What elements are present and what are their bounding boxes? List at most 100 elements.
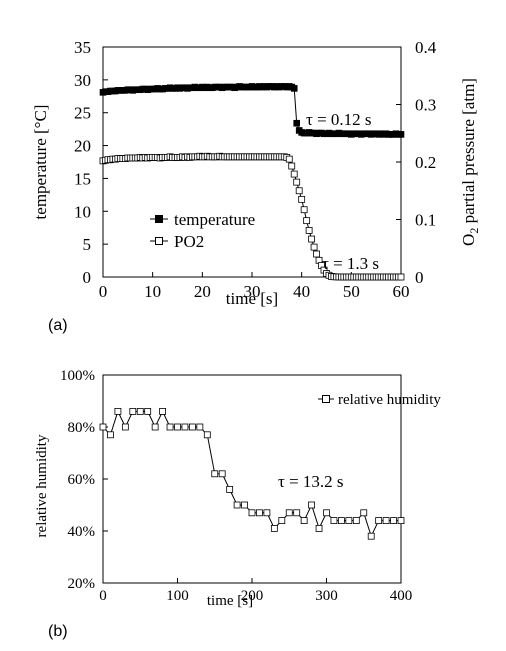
relative-humidity-point: [382, 517, 390, 524]
y-right-tick-label: 0.2: [415, 153, 436, 172]
x-axis-title: time [s]: [226, 289, 278, 308]
y-left-tick-label: 25: [74, 104, 91, 123]
temperature-point: [290, 85, 298, 92]
y-tick-label: 80%: [68, 420, 96, 436]
relative-humidity-point: [263, 509, 271, 517]
relative-humidity-point: [375, 517, 383, 524]
relative-humidity-point: [174, 423, 181, 431]
relative-humidity-point: [159, 407, 167, 415]
y-left-tick-label: 35: [74, 38, 91, 57]
annotation-tau-humidity: τ = 13.2 s: [278, 472, 344, 491]
relative-humidity-point: [293, 509, 301, 517]
y-right-tick-label: 0.1: [415, 211, 436, 230]
relative-humidity-point: [367, 532, 375, 540]
panel-b-chart: 0 100 200 300 400 20%40%60%80%100% time [s] …: [34, 368, 441, 640]
relative-humidity-point: [390, 517, 397, 524]
relative-humidity-point: [114, 407, 122, 415]
x-tick-label: 400: [390, 588, 413, 604]
relative-humidity-point: [345, 517, 353, 524]
panel-a-label: (a): [48, 317, 68, 334]
legend-temperature-marker: [155, 215, 163, 223]
po2-point: [298, 195, 306, 203]
legend-humidity-marker: [322, 395, 330, 403]
temperature-point: [293, 119, 301, 127]
relative-humidity-point: [270, 525, 278, 532]
relative-humidity-point: [218, 470, 226, 478]
x-tick-label: 0: [99, 282, 108, 301]
relative-humidity-point: [121, 423, 129, 431]
x-tick-label: 50: [343, 282, 360, 301]
x-tick-label: 10: [144, 282, 161, 301]
x-tick-label: 20: [194, 282, 211, 301]
relative-humidity-point: [107, 431, 114, 439]
po2-point: [290, 170, 298, 178]
y-left-tick-label: 10: [74, 202, 91, 221]
y-tick-label: 100%: [60, 368, 95, 384]
po2-point: [305, 227, 313, 234]
annotation-tau-temperature: τ = 0.12 s: [306, 110, 372, 129]
x-tick-label: 100: [166, 588, 189, 604]
po2-point: [397, 273, 405, 281]
legend-po2-marker: [155, 237, 163, 245]
po2-point: [288, 162, 296, 170]
relative-humidity-point: [397, 517, 405, 524]
relative-humidity-point: [144, 407, 152, 415]
x-tick-label: 0: [99, 588, 107, 604]
relative-humidity-point: [278, 517, 286, 524]
y-right-tick-label: 0.4: [415, 38, 437, 57]
relative-humidity-series: [99, 407, 405, 540]
po2-point: [295, 187, 303, 195]
relative-humidity-point: [129, 407, 137, 415]
relative-humidity-point: [136, 407, 144, 415]
relative-humidity-point: [233, 501, 241, 509]
relative-humidity-point: [308, 501, 316, 509]
x-tick-label: 200: [241, 588, 264, 604]
po2-point: [293, 178, 301, 186]
y-axis-right-title-subscript: 2: [467, 228, 481, 234]
relative-humidity-point: [300, 517, 308, 524]
relative-humidity-point: [99, 423, 107, 431]
x-axis-title: time [s]: [207, 593, 253, 609]
y-axis-right-title: O2 partial pressure [atm]: [459, 78, 481, 246]
legend: temperature PO2: [150, 210, 255, 251]
legend-humidity-label: relative humidity: [338, 392, 441, 408]
po2-point: [310, 243, 318, 251]
po2-point: [308, 235, 316, 243]
relative-humidity-point: [188, 423, 196, 431]
y-axis-left-title: temperature [°C]: [31, 105, 50, 220]
temperature-series: [99, 83, 405, 138]
legend-temperature-label: temperature: [174, 210, 255, 229]
y-right-tick-label: 0.3: [415, 96, 436, 115]
relative-humidity-point: [241, 501, 248, 509]
y-right-tick-label: 0: [415, 268, 424, 287]
legend: relative humidity: [318, 392, 441, 408]
y-tick-label: 60%: [68, 472, 96, 488]
y-tick-label: 40%: [68, 524, 96, 540]
y-axis-title: relative humidity: [34, 434, 50, 537]
temperature-point: [397, 131, 405, 138]
relative-humidity-point: [352, 517, 360, 524]
x-tick-label: 60: [393, 282, 410, 301]
po2-series: [99, 152, 405, 281]
y-left-tick-label: 20: [74, 137, 91, 156]
y-left-tick-label: 15: [74, 169, 91, 188]
relative-humidity-point: [203, 431, 211, 439]
relative-humidity-point: [337, 517, 345, 524]
y-axis-ticks: 20% 40% 60% 80% 100%: [60, 368, 108, 592]
relative-humidity-point: [315, 525, 323, 532]
y-axis-left-ticks: 0 5 10 15 20 25 30 35: [74, 38, 108, 287]
x-axis-ticks: 0 100 200 300 400: [99, 578, 412, 604]
legend-po2-label: PO2: [174, 232, 204, 251]
po2-point: [285, 155, 293, 163]
y-axis-right-title-part: partial pressure [atm]: [459, 78, 478, 228]
x-tick-label: 40: [293, 282, 310, 301]
relative-humidity-point: [360, 509, 368, 517]
y-axis-right-ticks: 0 0.1 0.2 0.3 0.4: [396, 38, 437, 287]
relative-humidity-point: [285, 509, 293, 517]
relative-humidity-point: [248, 509, 256, 517]
relative-humidity-point: [330, 517, 338, 524]
po2-point: [300, 206, 308, 214]
panel-b-label: (b): [48, 623, 68, 640]
